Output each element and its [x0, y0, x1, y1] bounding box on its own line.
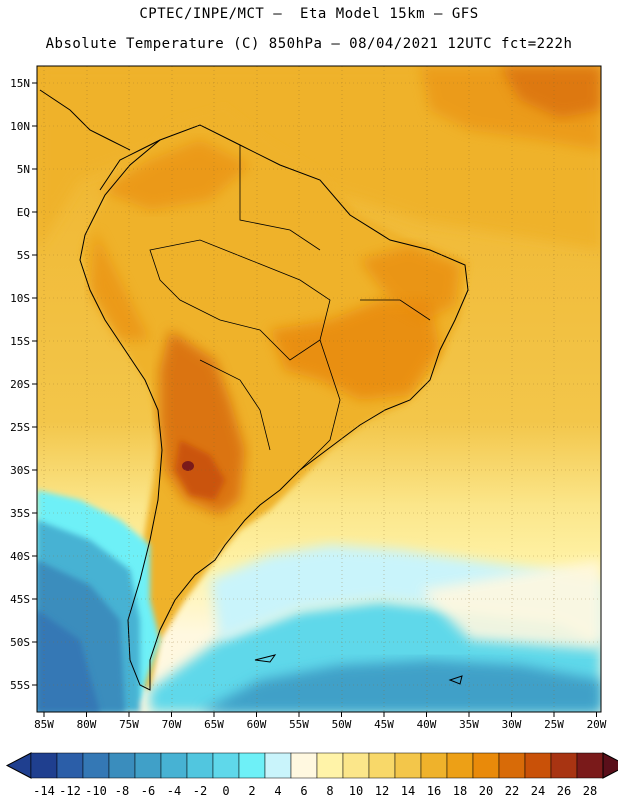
- colorbar-swatch: [186, 752, 214, 779]
- colorbar-swatch: [420, 752, 448, 779]
- lat-tick-label: 55S: [10, 679, 30, 692]
- lon-tick-label: 35W: [459, 718, 479, 731]
- colorbar-swatch: [342, 752, 370, 779]
- colorbar-label: -10: [85, 784, 107, 798]
- lat-tick-label: 30S: [10, 464, 30, 477]
- lat-tick-label: 5N: [17, 163, 30, 176]
- lon-tick-label: 85W: [34, 718, 54, 731]
- temperature-colorbar: -14 -12 -10 -8 -6 -4 -2 0 2 4 6 8 10 12 14 16 18 20 22 24 26…: [5, 752, 618, 798]
- lon-tick-label: 25W: [544, 718, 564, 731]
- colorbar-label: 0: [222, 784, 229, 798]
- colorbar-label: 20: [479, 784, 493, 798]
- lon-tick-label: 40W: [417, 718, 437, 731]
- lat-tick-label: 45S: [10, 593, 30, 606]
- colorbar-swatch: [134, 752, 162, 779]
- lat-tick-label: 40S: [10, 550, 30, 563]
- lat-tick-label: 35S: [10, 507, 30, 520]
- map-title-line-1: CPTEC/INPE/MCT – Eta Model 15km – GFS: [139, 6, 479, 22]
- colorbar-swatch: [108, 752, 136, 779]
- colorbar-label: 24: [531, 784, 545, 798]
- lat-tick-label: 15N: [10, 77, 30, 90]
- colorbar-swatch: [524, 752, 552, 779]
- colorbar-label: -2: [193, 784, 207, 798]
- lon-tick-label: 75W: [119, 718, 139, 731]
- colorbar-swatch: [290, 752, 318, 779]
- lat-tick-label: 10N: [10, 120, 30, 133]
- colorbar-label: 2: [248, 784, 255, 798]
- colorbar-label: -14: [33, 784, 55, 798]
- colorbar-swatch: [576, 752, 604, 779]
- colorbar-swatch: [264, 752, 292, 779]
- lon-tick-label: 55W: [289, 718, 309, 731]
- lat-tick-label: 20S: [10, 378, 30, 391]
- map-title-line-2: Absolute Temperature (C) 850hPa – 08/04/…: [45, 36, 573, 52]
- lon-tick-label: 50W: [332, 718, 352, 731]
- colorbar-swatch: [56, 752, 84, 779]
- colorbar-swatch: [316, 752, 344, 779]
- lat-tick-label: 5S: [17, 249, 30, 262]
- colorbar-label: 10: [349, 784, 363, 798]
- colorbar-swatch: [498, 752, 526, 779]
- colorbar-label: 8: [326, 784, 333, 798]
- colorbar-label: -6: [141, 784, 155, 798]
- lat-tick-label: 50S: [10, 636, 30, 649]
- colorbar-swatch: [368, 752, 396, 779]
- lat-tick-label: 25S: [10, 421, 30, 434]
- colorbar-swatch: [212, 752, 240, 779]
- colorbar-label: 22: [505, 784, 519, 798]
- colorbar-swatch: [160, 752, 188, 779]
- lon-tick-label: 30W: [502, 718, 522, 731]
- colorbar-label: -4: [167, 784, 181, 798]
- colorbar-label: 26: [557, 784, 571, 798]
- lon-tick-label: 45W: [374, 718, 394, 731]
- map-frame: [36, 65, 602, 713]
- colorbar-swatch: [472, 752, 500, 779]
- lon-tick-label: 20W: [587, 718, 607, 731]
- lon-tick-label: 65W: [204, 718, 224, 731]
- colorbar-label: -8: [115, 784, 129, 798]
- colorbar-swatch: [30, 752, 58, 779]
- colorbar-label: 18: [453, 784, 467, 798]
- colorbar-label: -12: [59, 784, 81, 798]
- colorbar-label: 4: [274, 784, 281, 798]
- lon-tick-label: 70W: [162, 718, 182, 731]
- colorbar-label: 12: [375, 784, 389, 798]
- colorbar-swatch: [394, 752, 422, 779]
- colorbar-label: 6: [300, 784, 307, 798]
- lat-tick-label: 15S: [10, 335, 30, 348]
- lon-tick-label: 60W: [247, 718, 267, 731]
- colorbar-swatch: [446, 752, 474, 779]
- colorbar-label: 14: [401, 784, 415, 798]
- colorbar-label: 28: [583, 784, 597, 798]
- temperature-field: [37, 66, 601, 712]
- lon-tick-label: 80W: [77, 718, 97, 731]
- lat-tick-label: EQ: [17, 206, 30, 219]
- colorbar-swatch: [82, 752, 110, 779]
- longitude-ticks: 85W 80W 75W 70W 65W 60W 55W 50W 45W 40W 35W 30W 25W 2…: [34, 712, 607, 731]
- colorbar-label: 16: [427, 784, 441, 798]
- lat-tick-label: 10S: [10, 292, 30, 305]
- colorbar-swatch: [550, 752, 578, 779]
- latitude-ticks: 15N 10N 5N EQ 5S 10S 15S 20S 25S 30S 35S 40S 45S 50S 5…: [10, 77, 37, 692]
- colorbar-low-arrow: [5, 752, 32, 779]
- colorbar-swatch: [238, 752, 266, 779]
- colorbar-high-arrow: [602, 752, 618, 779]
